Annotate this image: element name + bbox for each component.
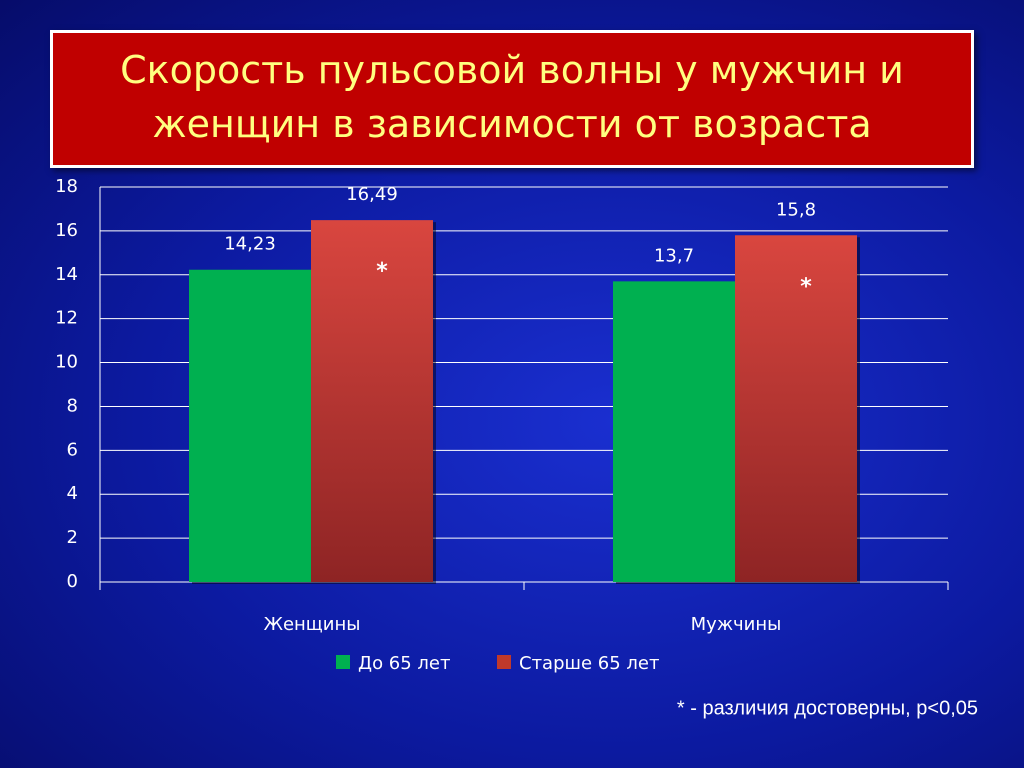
- y-tick-label: 4: [67, 483, 78, 504]
- y-tick-label: 6: [67, 439, 78, 460]
- legend-swatch: [336, 655, 350, 669]
- legend-label: До 65 лет: [358, 653, 451, 674]
- y-tick-label: 10: [55, 352, 78, 373]
- y-tick-label: 18: [55, 176, 78, 197]
- y-tick-label: 0: [67, 571, 78, 592]
- y-tick-label: 8: [67, 395, 78, 416]
- x-tick-label: Женщины: [264, 614, 361, 635]
- bar: [311, 220, 433, 582]
- legend-label: Старше 65 лет: [519, 653, 659, 674]
- chart-title: Скорость пульсовой волны у мужчин и женщ…: [50, 30, 974, 168]
- legend-swatch: [497, 655, 511, 669]
- bar: [735, 235, 857, 582]
- significance-mark: *: [800, 274, 812, 299]
- value-label: 13,7: [654, 245, 694, 266]
- y-tick-label: 14: [55, 264, 78, 285]
- value-label: 16,49: [346, 184, 398, 205]
- y-tick-label: 2: [67, 527, 78, 548]
- value-label: 15,8: [776, 199, 816, 220]
- y-tick-label: 16: [55, 220, 78, 241]
- significance-mark: *: [376, 259, 388, 284]
- x-tick-label: Мужчины: [691, 614, 782, 635]
- y-tick-label: 12: [55, 308, 78, 329]
- value-label: 14,23: [224, 234, 276, 255]
- footnote: * - различия достоверны, p<0,05: [677, 697, 978, 719]
- bar: [613, 281, 735, 582]
- bar: [189, 269, 311, 582]
